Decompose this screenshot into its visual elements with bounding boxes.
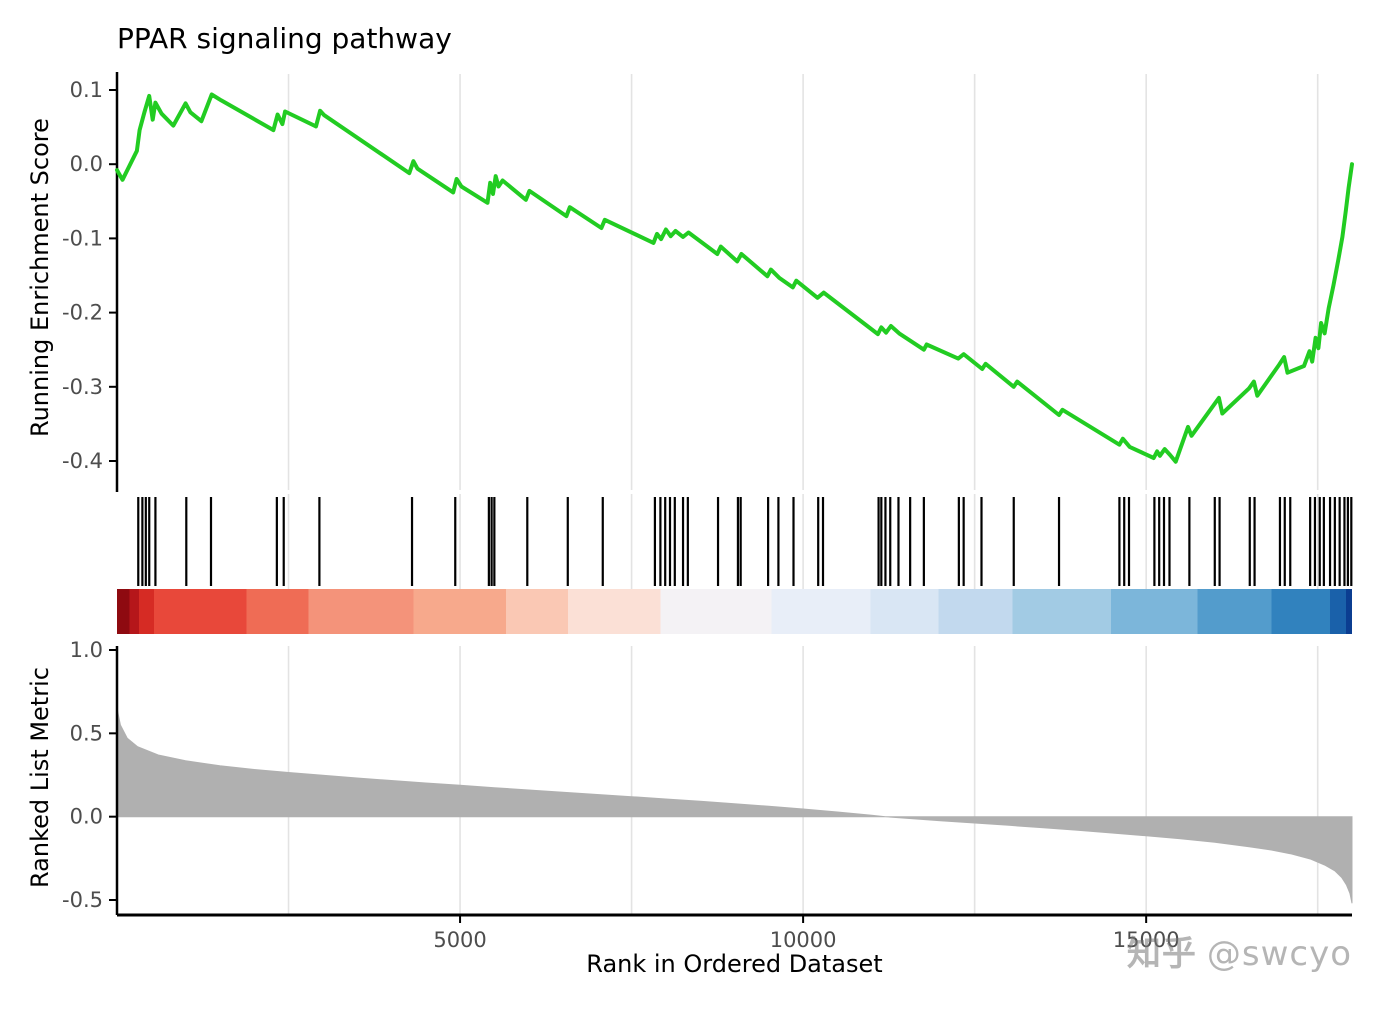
- rank-color-gradient-bar: [117, 589, 1352, 634]
- es-y-tick-label: -0.1: [62, 226, 103, 250]
- zhihu-logo: 知乎: [1126, 934, 1197, 974]
- ranked-list-metric-chart: 1.0 0.5 0.0 -0.5 5000 10000 15000: [62, 640, 1353, 952]
- watermark: 知乎 @swcyo: [1127, 926, 1352, 975]
- metric-y-tick-label: 1.0: [70, 640, 103, 662]
- ranked-metric-area: [116, 708, 1353, 904]
- x-axis-title: Rank in Ordered Dataset: [586, 950, 883, 978]
- x-tick-label: 10000: [770, 928, 837, 952]
- x-tick-label: 15000: [1113, 928, 1180, 952]
- metric-y-tick-label: 0.5: [70, 721, 103, 745]
- es-y-tick-label: 0.1: [70, 78, 103, 102]
- es-y-tick-label: 0.0: [70, 152, 103, 176]
- metric-y-tick-label: 0.0: [70, 805, 103, 829]
- x-tick-label: 5000: [433, 928, 486, 952]
- running-enrichment-score-chart: 0.1 0.0 -0.1 -0.2 -0.3 -0.4: [62, 72, 1354, 492]
- es-y-tick-label: -0.4: [62, 449, 103, 473]
- gene-hit-ticks-panel: [137, 494, 1353, 589]
- plot-title: PPAR signaling pathway: [117, 22, 452, 55]
- metric-y-tick-label: -0.5: [62, 888, 103, 912]
- es-y-tick-label: -0.2: [62, 301, 103, 325]
- watermark-handle: @swcyo: [1206, 934, 1352, 974]
- enrichment-score-line: [115, 92, 1354, 464]
- es-y-tick-label: -0.3: [62, 375, 103, 399]
